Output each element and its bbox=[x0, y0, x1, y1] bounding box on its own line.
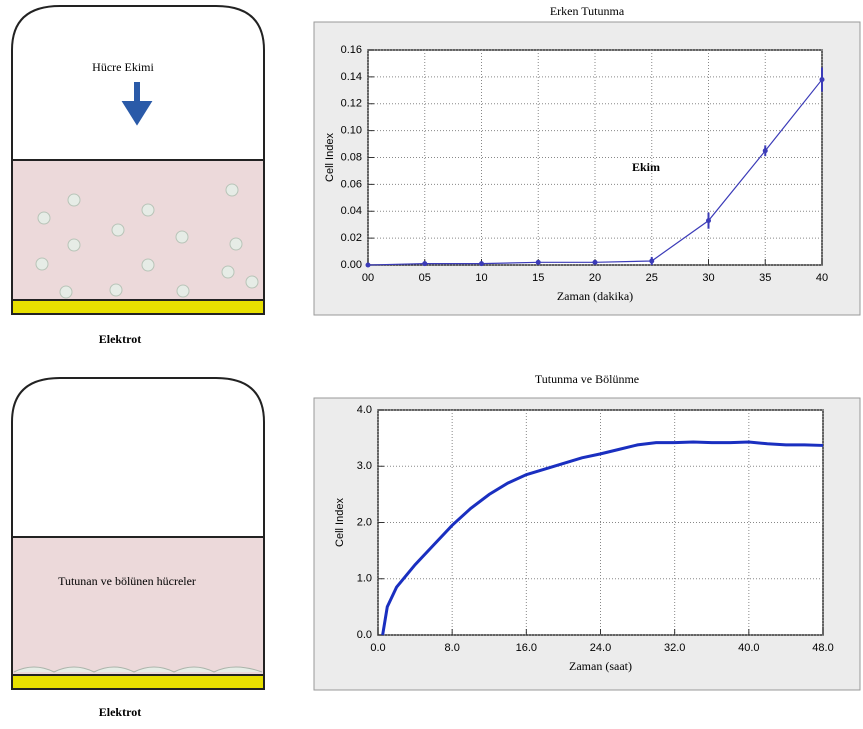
diagram-bottom: Tutunan ve bölünen hücreler Elektrot bbox=[12, 378, 264, 719]
x-tick-label: 05 bbox=[419, 272, 431, 284]
y-tick-label: 0.16 bbox=[341, 44, 362, 56]
diagram-label: Tutunan ve bölünen hücreler bbox=[58, 574, 196, 588]
x-tick-label: 20 bbox=[589, 272, 601, 284]
y-tick-label: 0.00 bbox=[341, 259, 362, 271]
y-axis-label: Cell Index bbox=[334, 498, 346, 547]
y-tick-label: 0.10 bbox=[341, 125, 362, 137]
y-tick-label: 2.0 bbox=[357, 516, 372, 528]
point bbox=[479, 261, 484, 266]
medium bbox=[12, 160, 264, 300]
chart-title: Tutunma ve Bölünme bbox=[535, 372, 639, 386]
point bbox=[706, 218, 711, 223]
y-tick-label: 0.0 bbox=[357, 629, 372, 641]
electrode bbox=[12, 300, 264, 314]
x-tick-label: 0.0 bbox=[370, 642, 385, 654]
point bbox=[820, 77, 825, 82]
point bbox=[763, 148, 768, 153]
x-tick-label: 16.0 bbox=[516, 642, 537, 654]
y-tick-label: 0.08 bbox=[341, 151, 362, 163]
x-tick-label: 32.0 bbox=[664, 642, 685, 654]
x-tick-label: 40 bbox=[816, 272, 828, 284]
point bbox=[593, 260, 598, 265]
arrow bbox=[127, 82, 147, 120]
x-tick-label: 35 bbox=[759, 272, 771, 284]
point bbox=[536, 260, 541, 265]
y-tick-label: 0.06 bbox=[341, 178, 362, 190]
point bbox=[422, 261, 427, 266]
x-tick-label: 00 bbox=[362, 272, 374, 284]
y-axis-label: Cell Index bbox=[324, 133, 336, 182]
y-tick-label: 3.0 bbox=[357, 460, 372, 472]
y-tick-label: 0.12 bbox=[341, 98, 362, 110]
y-tick-label: 1.0 bbox=[357, 573, 372, 585]
chart-title: Erken Tutunma bbox=[550, 4, 625, 18]
y-tick-label: 4.0 bbox=[357, 404, 372, 416]
plot-area bbox=[368, 50, 822, 265]
annotation: Ekim bbox=[632, 160, 660, 174]
x-tick-label: 40.0 bbox=[738, 642, 759, 654]
x-tick-label: 48.0 bbox=[812, 642, 833, 654]
electrode-label: Elektrot bbox=[99, 705, 141, 719]
figure: Hücre Ekimi Elektrot Tutunan ve bölünen … bbox=[0, 0, 863, 729]
y-tick-label: 0.02 bbox=[341, 232, 362, 244]
x-tick-label: 25 bbox=[646, 272, 658, 284]
x-tick-label: 30 bbox=[702, 272, 714, 284]
x-tick-label: 24.0 bbox=[590, 642, 611, 654]
electrode bbox=[12, 675, 264, 689]
electrode-label: Elektrot bbox=[99, 332, 141, 346]
x-tick-label: 10 bbox=[475, 272, 487, 284]
diagram-label: Hücre Ekimi bbox=[92, 60, 154, 74]
x-tick-label: 15 bbox=[532, 272, 544, 284]
x-axis-label: Zaman (dakika) bbox=[557, 289, 633, 303]
point bbox=[366, 263, 371, 268]
y-tick-label: 0.04 bbox=[341, 205, 362, 217]
medium bbox=[12, 537, 264, 675]
diagram-top: Hücre Ekimi Elektrot bbox=[12, 6, 264, 346]
x-axis-label: Zaman (saat) bbox=[569, 659, 632, 673]
point bbox=[649, 258, 654, 263]
y-tick-label: 0.14 bbox=[341, 71, 362, 83]
x-tick-label: 8.0 bbox=[445, 642, 460, 654]
